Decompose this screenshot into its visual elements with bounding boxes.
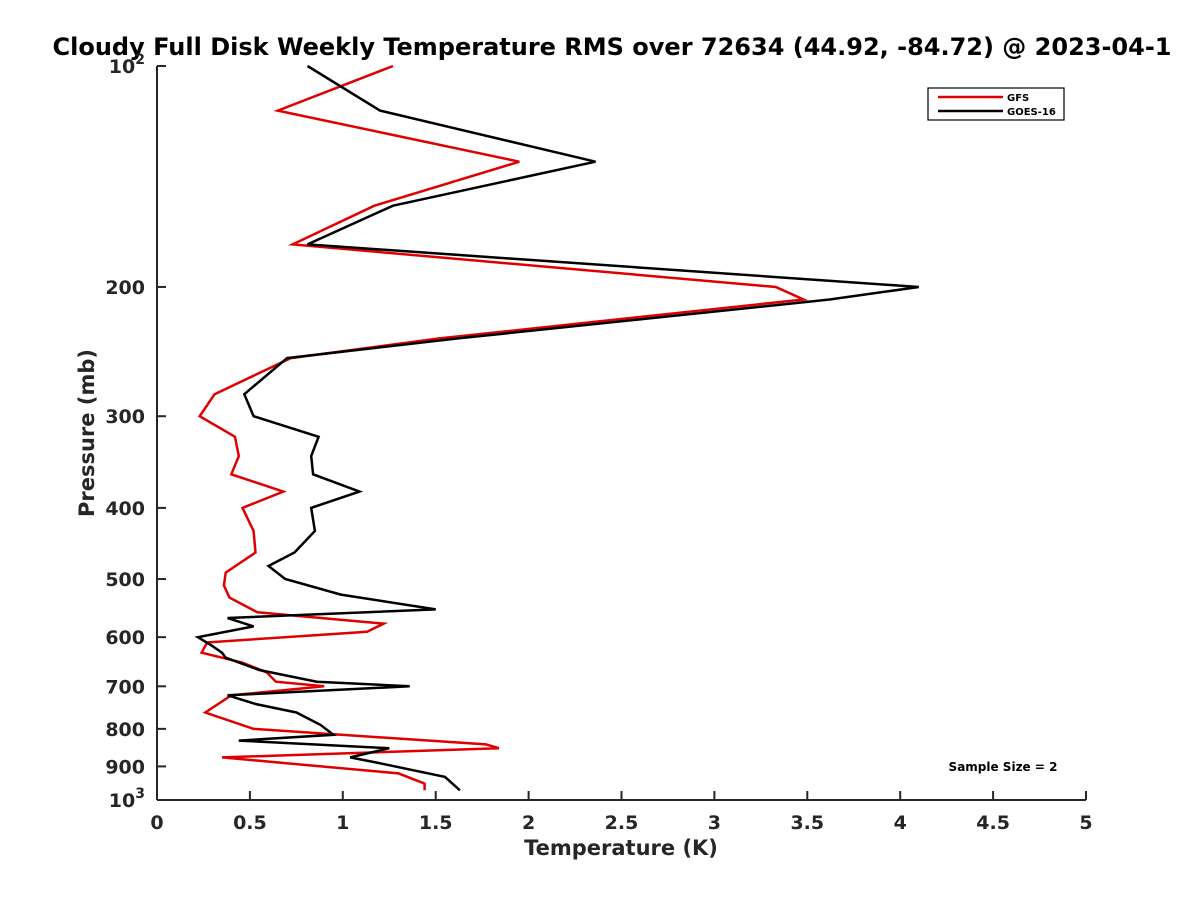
x-tick-label: 3 xyxy=(708,812,721,834)
series-layer xyxy=(194,64,919,792)
x-tick-label: 4.5 xyxy=(976,812,1010,834)
x-tick-label: 3.5 xyxy=(790,812,824,834)
legend: GFS GOES-16 xyxy=(927,87,1065,121)
y-tick-label: 700 xyxy=(105,676,145,698)
legend-label-goes16: GOES-16 xyxy=(1007,107,1056,118)
y-tick-label: 900 xyxy=(105,756,145,778)
x-axis-label: Temperature (K) xyxy=(524,836,718,860)
sample-size-annotation: Sample Size = 2 xyxy=(949,760,1058,774)
y-tick-label: 600 xyxy=(105,627,145,649)
x-tick-label: 2.5 xyxy=(605,812,639,834)
y-tick-label: 400 xyxy=(105,498,145,520)
series-line-goes16 xyxy=(194,64,919,792)
x-tick-label: 4 xyxy=(894,812,907,834)
x-tick-label: 5 xyxy=(1079,812,1092,834)
y-axis-label: Pressure (mb) xyxy=(75,349,99,517)
y-tick-label: 300 xyxy=(105,406,145,428)
legend-label-gfs: GFS xyxy=(1007,93,1029,104)
x-axis-ticks: 0 0.5 1 1.5 2 2.5 3 3.5 4 4.5 5 xyxy=(150,791,1093,834)
y-tick-label: 200 xyxy=(105,277,145,299)
legend-box xyxy=(927,87,1065,121)
chart-title: Cloudy Full Disk Weekly Temperature RMS … xyxy=(53,33,1172,61)
x-tick-label: 0 xyxy=(150,812,163,834)
x-tick-label: 2 xyxy=(522,812,535,834)
series-line-gfs xyxy=(197,64,809,791)
y-tick-label: 500 xyxy=(105,569,145,591)
x-tick-label: 0.5 xyxy=(233,812,267,834)
x-tick-label: 1.5 xyxy=(419,812,453,834)
y-tick-label: 800 xyxy=(105,719,145,741)
y-tick-label: 103 xyxy=(109,786,145,812)
x-tick-label: 1 xyxy=(336,812,349,834)
